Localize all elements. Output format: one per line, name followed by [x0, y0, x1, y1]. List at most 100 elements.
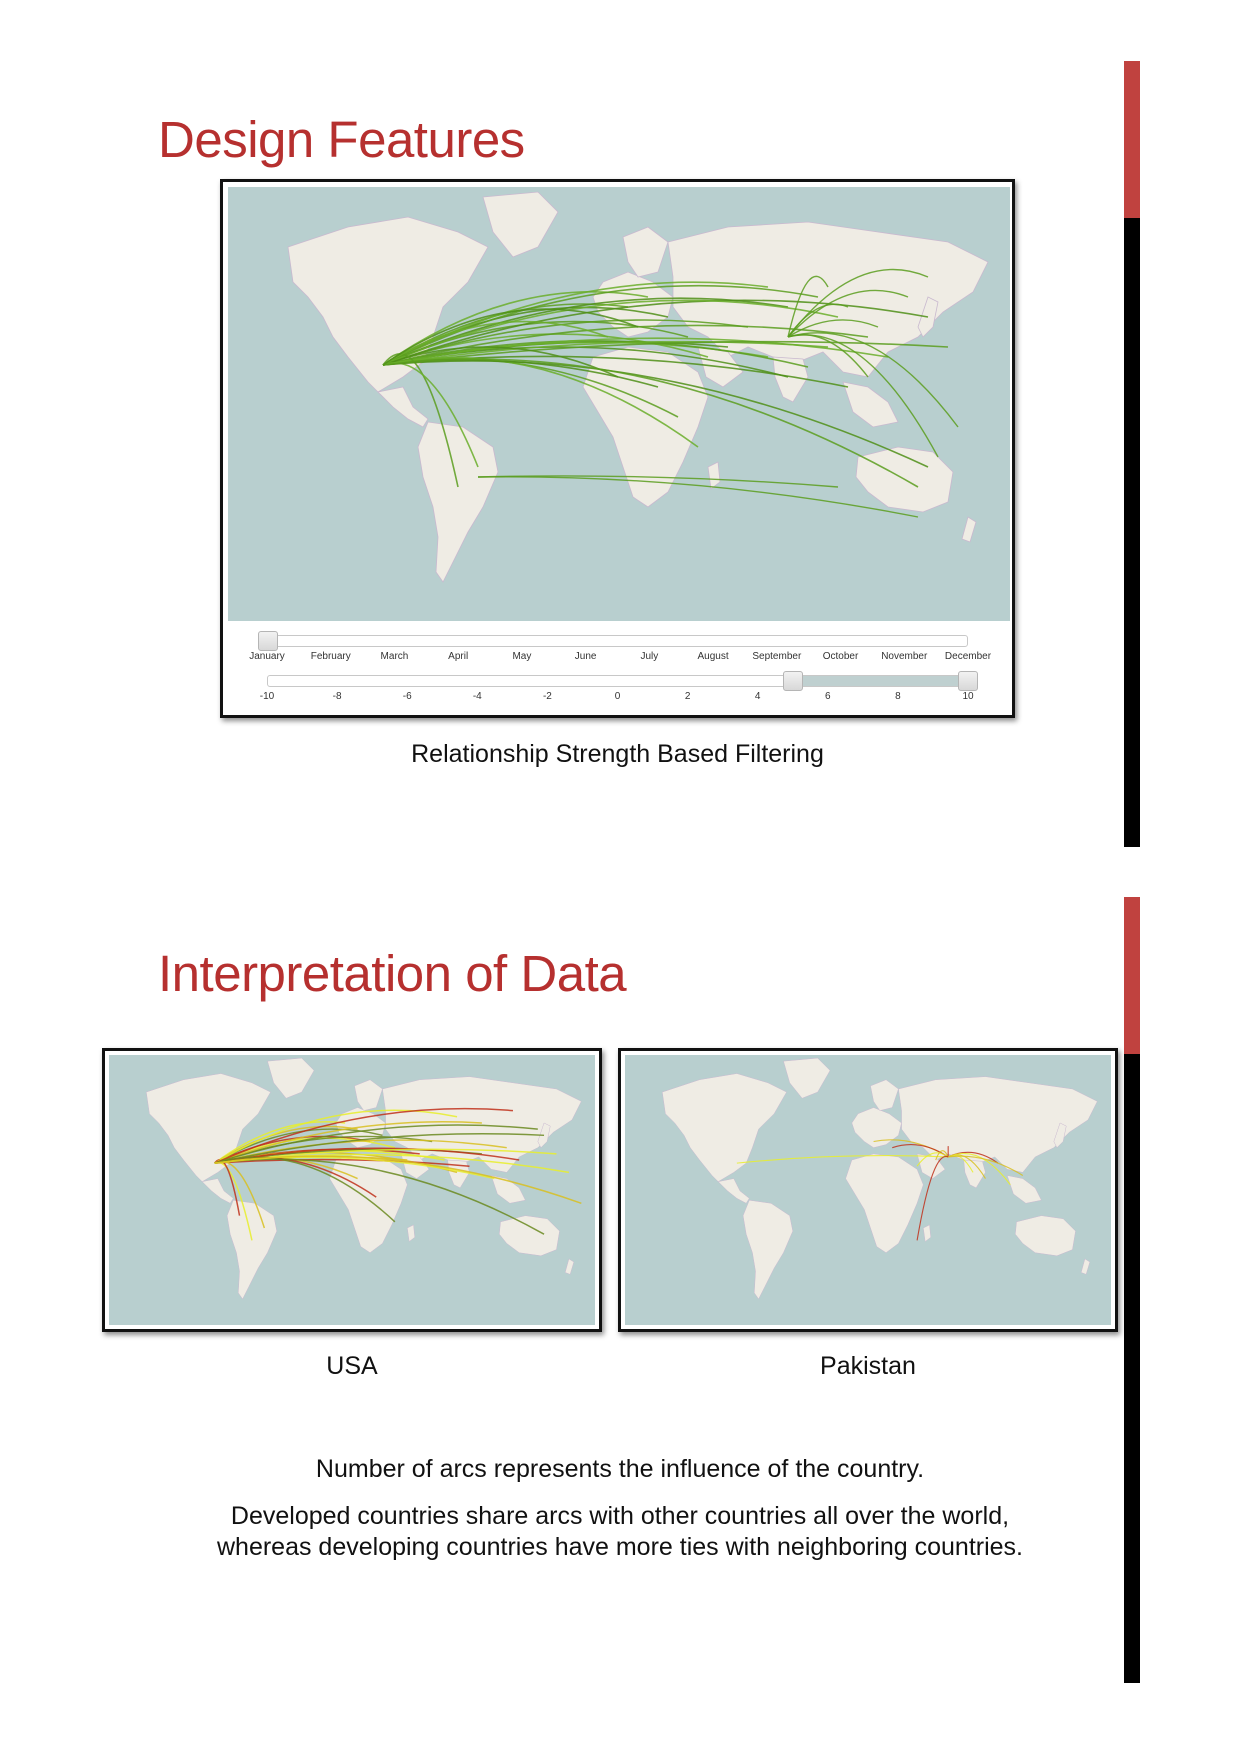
land-australia — [1015, 1215, 1076, 1257]
strength-range-fill — [792, 676, 967, 686]
land-southeast-asia — [1006, 1175, 1042, 1204]
arc — [382, 340, 829, 366]
strength-tick-label: 4 — [754, 691, 761, 702]
filter-controls: January February March April May June July Augu… — [223, 621, 1012, 715]
month-tick-label: October — [822, 651, 859, 662]
section1-title: Design Features — [158, 111, 525, 168]
arc — [787, 268, 929, 338]
land-madagascar — [923, 1224, 932, 1243]
strength-tick-label: -2 — [542, 691, 552, 702]
arc — [947, 1152, 1011, 1186]
arc — [382, 360, 929, 468]
land-madagascar — [707, 461, 721, 490]
land-africa — [582, 346, 709, 508]
strength-slider-min-handle[interactable] — [783, 671, 804, 691]
strength-tick-label: 6 — [825, 691, 831, 702]
land-scandinavia — [622, 226, 669, 278]
usa-map-figure — [102, 1048, 602, 1332]
arc — [382, 337, 889, 366]
arc — [214, 1156, 396, 1223]
strength-tick-label: 8 — [895, 691, 901, 702]
arc — [787, 289, 909, 338]
arc — [382, 319, 749, 366]
month-tick-label: February — [310, 651, 351, 662]
arc — [382, 339, 809, 368]
paragraph-developed-vs-developing: Developed countries share arcs with othe… — [216, 1502, 1024, 1561]
month-slider-handle[interactable] — [258, 631, 278, 651]
land-greenland — [267, 1057, 315, 1099]
pakistan-map — [625, 1055, 1111, 1325]
arc — [382, 320, 609, 366]
arc — [214, 1121, 346, 1164]
strength-tick-label: 10 — [962, 691, 974, 702]
land-new-zealand — [961, 516, 977, 543]
section2-title: Interpretation of Data — [158, 945, 627, 1002]
strength-tick-label: -4 — [472, 691, 482, 702]
arc — [382, 299, 839, 366]
arc — [214, 1159, 241, 1216]
land-north-america — [287, 216, 489, 393]
usa-map — [109, 1055, 595, 1325]
paragraph-arcs-influence: Number of arcs represents the influence … — [315, 1455, 925, 1483]
arc — [382, 297, 789, 366]
arc — [214, 1155, 582, 1204]
arc — [382, 356, 699, 448]
land-central-america — [717, 1178, 750, 1204]
strength-tick-label: 0 — [614, 691, 621, 702]
arc — [935, 1150, 949, 1161]
arc — [736, 1155, 949, 1164]
month-slider[interactable] — [258, 631, 968, 651]
land-greenland — [783, 1057, 831, 1099]
strength-slider-max-handle[interactable] — [958, 671, 978, 691]
arc — [214, 1109, 458, 1164]
arc — [787, 332, 959, 428]
figure1-caption: Relationship Strength Based Filtering — [411, 740, 824, 768]
strength-slider[interactable] — [267, 671, 978, 691]
world-map-figure: January February March April May June July Augu… — [220, 179, 1015, 718]
arc — [382, 358, 919, 488]
world-map — [228, 187, 1010, 624]
land-south-america — [226, 1199, 278, 1300]
land-scandinavia — [354, 1079, 383, 1111]
month-tick-label: September — [752, 651, 802, 662]
land-new-zealand — [1080, 1258, 1091, 1275]
section1-side-bar — [1124, 61, 1140, 847]
land-new-zealand — [564, 1258, 575, 1275]
land-central-america — [377, 386, 429, 428]
arc — [787, 275, 829, 338]
month-tick-label: March — [380, 651, 409, 662]
land-japan — [537, 1122, 551, 1149]
land-japan — [1053, 1122, 1067, 1149]
month-tick-label: April — [448, 651, 469, 662]
arc — [477, 476, 919, 518]
arc — [382, 299, 929, 366]
land-australia — [499, 1215, 560, 1257]
strength-tick-label: -8 — [332, 691, 342, 702]
land-south-america — [417, 421, 499, 583]
land-scandinavia — [870, 1079, 899, 1111]
land-southeast-asia — [842, 381, 899, 428]
strength-tick-label: 2 — [684, 691, 691, 702]
arc — [477, 475, 839, 488]
arc — [382, 353, 459, 488]
land-europe — [851, 1107, 902, 1148]
land-central-america — [201, 1178, 234, 1204]
month-tick-label: August — [697, 651, 729, 662]
land-india — [772, 356, 809, 403]
pakistan-map-figure — [618, 1048, 1118, 1332]
arc — [382, 340, 949, 366]
month-tick-label: June — [574, 651, 597, 662]
month-tick-label: January — [249, 651, 285, 662]
land-asia — [382, 1076, 582, 1173]
land-greenland — [482, 191, 559, 258]
pakistan-caption: Pakistan — [820, 1352, 916, 1380]
arc — [382, 346, 619, 378]
land-india — [447, 1159, 470, 1189]
land-asia — [667, 221, 989, 378]
month-tick-label: December — [944, 651, 992, 662]
arc — [916, 1152, 949, 1167]
arc — [382, 308, 639, 366]
month-tick-label: May — [512, 651, 532, 662]
land-southeast-asia — [490, 1175, 526, 1204]
land-madagascar — [407, 1224, 416, 1243]
